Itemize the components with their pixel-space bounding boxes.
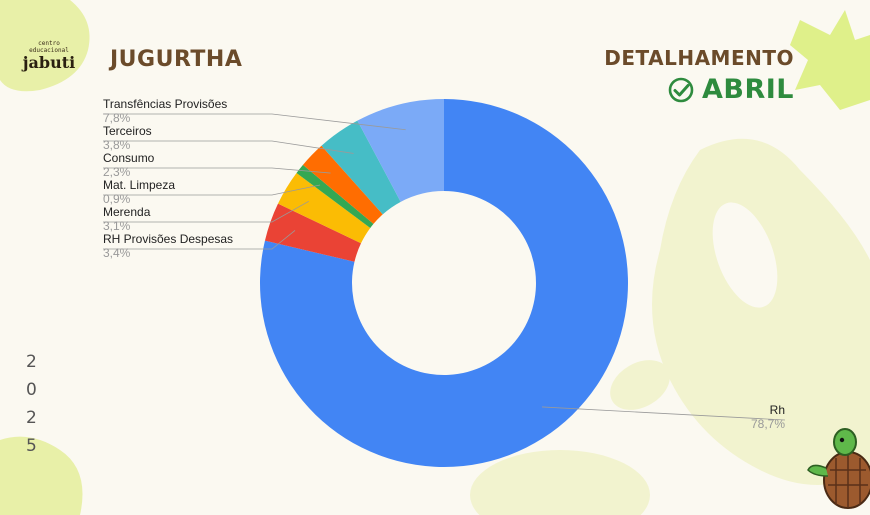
slice-percent-label: 78,7%	[751, 417, 785, 431]
school-title: JUGURTHA	[110, 47, 243, 72]
month-badge: ABRIL	[668, 74, 794, 105]
leader-line	[103, 113, 406, 131]
pie-slice	[260, 99, 628, 467]
year-vertical: 2 0 2 5	[26, 352, 37, 456]
year-digit: 2	[26, 352, 37, 372]
corner-blob-shape	[0, 436, 83, 515]
leaf-shape	[790, 10, 870, 110]
turtle-mascot-icon	[807, 428, 870, 509]
year-digit: 2	[26, 408, 37, 428]
check-circle-icon	[668, 77, 694, 102]
slice-percent-label: 0,9%	[103, 192, 131, 206]
slice-label: Consumo	[103, 151, 155, 165]
leader-line	[103, 140, 354, 154]
pie-slice	[264, 203, 362, 262]
silhouette-hole-shape	[712, 202, 778, 308]
slice-percent-label: 2,3%	[103, 165, 131, 179]
jabuti-logo: centro educacional jabuti	[18, 40, 80, 72]
silhouette-shape	[470, 450, 650, 515]
slice-label: Transfências Provisões	[103, 97, 227, 111]
slice-label: RH Provisões Despesas	[103, 232, 233, 246]
year-digit: 5	[26, 436, 37, 456]
slice-percent-label: 3,8%	[103, 138, 131, 152]
leader-line	[103, 167, 331, 174]
month-label: ABRIL	[701, 74, 794, 105]
year-digit: 0	[26, 380, 37, 400]
detail-title: DETALHAMENTO	[604, 46, 794, 70]
slice-percent-label: 3,4%	[103, 246, 131, 260]
slice-percent-label: 7,8%	[103, 111, 131, 125]
pie-slice	[296, 164, 374, 228]
pie-slice	[278, 172, 371, 244]
slice-label: Rh	[770, 403, 785, 417]
logo-tagline: centro educacional	[29, 40, 69, 54]
pie-slice	[357, 99, 444, 202]
turtle-silhouette-shape	[652, 138, 870, 485]
leader-line	[103, 184, 321, 196]
pie-slice	[321, 120, 401, 215]
leader-line	[541, 406, 786, 421]
leader-line	[103, 200, 309, 223]
leader-line	[103, 230, 296, 250]
pie-slice	[302, 145, 383, 224]
slice-percent-label: 3,1%	[103, 219, 131, 233]
logo-wordmark: jabuti	[22, 53, 76, 72]
silhouette-shape	[610, 360, 670, 410]
corner-blob-shape	[0, 0, 90, 92]
slice-label: Terceiros	[103, 124, 152, 138]
slice-label: Merenda	[103, 205, 151, 219]
slice-label: Mat. Limpeza	[103, 178, 175, 192]
